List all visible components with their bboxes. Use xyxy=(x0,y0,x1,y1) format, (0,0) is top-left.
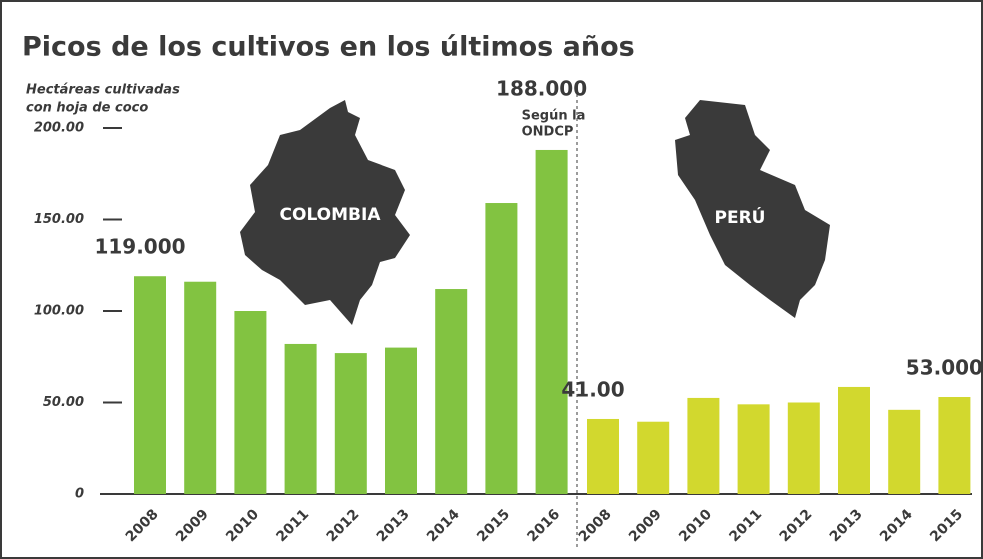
bar xyxy=(535,149,568,494)
value-label: 53.000 xyxy=(906,356,983,380)
bar xyxy=(485,203,518,494)
bar xyxy=(637,421,670,494)
y-axis-label: Hectáreas cultivadas xyxy=(26,83,180,98)
bar xyxy=(435,289,468,494)
value-label: 119.000 xyxy=(94,235,185,259)
y-tick-label: 50.00 xyxy=(43,395,84,410)
chart-title: Picos de los cultivos en los últimos año… xyxy=(22,32,635,63)
value-label: 188.000 xyxy=(496,76,587,100)
country-label: COLOMBIA xyxy=(280,205,382,225)
bar xyxy=(587,418,619,494)
y-tick-label: 150.00 xyxy=(34,212,84,227)
bar xyxy=(385,347,417,494)
bar xyxy=(687,397,720,494)
bar xyxy=(737,404,770,494)
annotation: ONDCP xyxy=(522,124,574,139)
bar xyxy=(134,276,166,494)
peru-map xyxy=(675,100,830,318)
y-tick-label: 100.00 xyxy=(34,304,84,319)
annotation: Según la xyxy=(522,108,586,123)
colombia-map xyxy=(240,100,410,325)
value-label: 41.00 xyxy=(561,377,624,401)
bar xyxy=(234,311,267,494)
country-label: PERÚ xyxy=(715,206,766,228)
bar xyxy=(838,386,870,494)
bar xyxy=(334,353,367,494)
bar xyxy=(184,281,217,494)
y-axis-label: con hoja de coco xyxy=(26,101,148,116)
bar xyxy=(888,409,921,494)
bar xyxy=(938,397,971,494)
bar xyxy=(284,343,317,494)
y-tick-label: 200.00 xyxy=(34,121,84,136)
y-tick-label: 0 xyxy=(75,487,84,502)
bar xyxy=(787,402,820,494)
